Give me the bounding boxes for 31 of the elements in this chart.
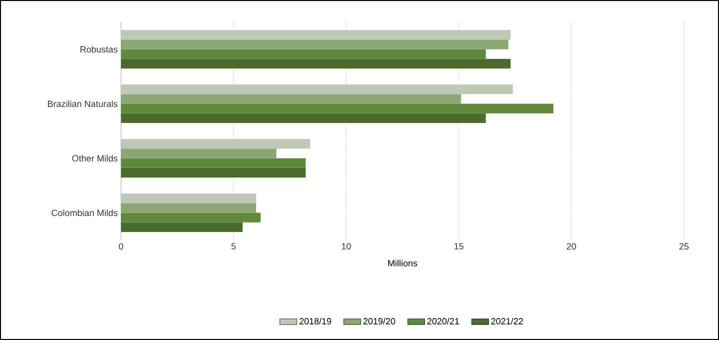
bar [121,139,310,149]
x-tick-label: 10 [342,243,351,250]
x-tick-label: 20 [566,243,576,250]
x-tick-label: 25 [679,243,689,250]
bar [121,94,462,104]
legend-label: 2020/21 [427,318,459,324]
bar [121,30,511,40]
legend-label: 2021/22 [491,318,523,324]
bar [121,40,508,50]
bar [121,113,486,123]
bar [121,212,261,222]
bar [121,168,306,178]
y-tick-label: Other Milds [72,154,118,162]
bar [121,158,306,168]
bar [121,194,256,204]
x-axis-title: Millions [388,260,418,266]
x-tick-label: 15 [454,243,464,250]
bar [121,203,256,213]
bar [121,104,554,114]
bar [121,222,243,232]
bar [121,84,513,94]
x-tick-label: 5 [231,243,236,250]
y-tick-label: Colombian Milds [52,209,118,216]
x-tick-label: 0 [118,243,124,250]
legend-label: 2019/20 [363,318,396,324]
bar [121,58,511,68]
y-tick-label: Brazilian Naturals [48,100,118,108]
bar [121,49,486,59]
legend-label: 2018/19 [300,318,332,324]
y-tick-label: Robustas [80,46,118,53]
bar [121,148,276,158]
